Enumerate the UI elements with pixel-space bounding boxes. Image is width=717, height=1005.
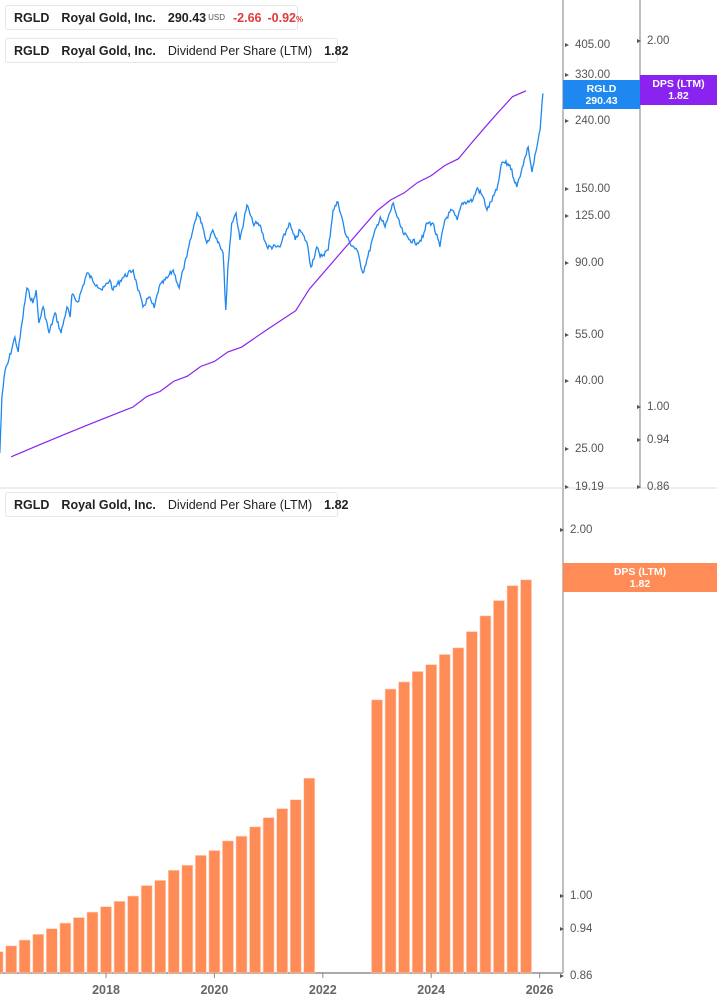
dps-bar (249, 826, 261, 974)
dps-bar (452, 647, 465, 974)
dps-tick-label: 2.00 (637, 35, 669, 47)
legend-ticker: RGLD (14, 10, 50, 25)
tag-value: 1.82 (629, 577, 651, 590)
legend-metric: Dividend Per Share (LTM) (167, 43, 313, 58)
price-tick-label: 19.19 (565, 481, 604, 493)
price-last-value-tag: RGLD 290.43 (563, 80, 640, 109)
dps-bar (195, 855, 207, 974)
price-tick-label: 405.00 (565, 39, 610, 51)
legend-company: Royal Gold, Inc. (61, 43, 156, 58)
dps-bar (100, 906, 112, 974)
x-tick-label: 2018 (92, 983, 120, 997)
dps-bar (222, 840, 234, 974)
dps-bar (276, 808, 288, 974)
dps-bar (32, 934, 45, 974)
dps-bar (0, 951, 4, 974)
x-tick-label: 2026 (525, 983, 554, 997)
price-tick-label: 150.00 (565, 183, 610, 195)
dps-bar (5, 945, 17, 974)
dps-bar (438, 654, 451, 974)
dps-bar (18, 939, 31, 974)
tag-label: DPS (LTM) (613, 565, 667, 578)
dps-bar (398, 681, 410, 974)
legend-dps-bottom[interactable]: RGLD Royal Gold, Inc. Dividend Per Share… (5, 492, 349, 517)
dps-bar-tick-label: 1.00 (560, 890, 592, 902)
legend-dps-value: 1.82 (324, 43, 349, 58)
price-tick-label: 40.00 (565, 375, 604, 387)
dps-bar (208, 850, 221, 974)
price-tick-label: 125.00 (565, 210, 610, 222)
dps-bar (493, 600, 505, 974)
dps-bar (466, 631, 478, 974)
tag-value: 290.43 (585, 94, 618, 107)
tag-value: 1.82 (668, 90, 689, 102)
legend-change-pct: -0.92% (268, 11, 304, 25)
dps-last-value-tag: DPS (LTM) 1.82 (640, 75, 717, 105)
legend-company: Royal Gold, Inc. (61, 497, 156, 512)
dps-bar (181, 864, 194, 974)
dps-bar-tick-label: 0.94 (560, 923, 592, 935)
price-tick-label: 90.00 (565, 257, 604, 269)
dps-tick-label: 0.86 (637, 481, 669, 493)
dps-bar-tick-label: 2.00 (560, 524, 592, 536)
pct-sign: % (296, 14, 304, 24)
tag-label: RGLD (586, 82, 617, 95)
dps-bar (506, 585, 519, 974)
dps-bar (154, 880, 166, 974)
dps-bar (262, 817, 275, 974)
dps-bar (59, 922, 72, 974)
x-tick-label: 2022 (308, 983, 337, 997)
legend-dps-value: 1.82 (324, 497, 349, 512)
legend-currency: USD (208, 13, 226, 22)
dps-bar (303, 777, 316, 974)
x-tick-label: 2020 (200, 983, 229, 997)
price-tick-label: 240.00 (565, 115, 610, 127)
dps-bar (235, 835, 248, 974)
dps-tick-label: 0.94 (637, 434, 669, 446)
dps-bar (127, 895, 139, 974)
dps-bar (113, 901, 126, 974)
dps-bar (289, 799, 302, 974)
price-tick-label: 25.00 (565, 443, 604, 455)
dps-bar (371, 699, 383, 974)
dps-bar (73, 917, 85, 974)
x-tick-label: 2024 (417, 983, 446, 997)
dps-bar (425, 664, 438, 974)
dps-bar-tick-label: 0.86 (560, 970, 592, 982)
dps-bar (411, 671, 424, 974)
legend-price-value: 290.43 (167, 10, 207, 25)
legend-dps-top[interactable]: RGLD Royal Gold, Inc. Dividend Per Share… (5, 38, 349, 63)
tag-label: DPS (LTM) (652, 78, 705, 90)
dps-line (10, 90, 527, 458)
legend-price[interactable]: RGLD Royal Gold, Inc. 290.43 USD -2.66 -… (5, 5, 303, 30)
dps-bar (140, 885, 153, 974)
legend-company: Royal Gold, Inc. (61, 10, 156, 25)
dps-tick-label: 1.00 (637, 401, 669, 413)
dps-bar (45, 928, 58, 974)
price-tick-label: 330.00 (565, 69, 610, 81)
dps-bar (167, 869, 180, 974)
dps-bar-last-value-tag: DPS (LTM) 1.82 (563, 563, 717, 592)
legend-ticker: RGLD (14, 497, 50, 512)
legend-change: -2.66 (233, 10, 262, 25)
dps-bar (384, 688, 397, 974)
change-pct-value: -0.92 (267, 10, 297, 25)
dps-bar (479, 615, 492, 974)
dps-bar (520, 579, 532, 974)
price-line (0, 93, 544, 454)
legend-metric: Dividend Per Share (LTM) (167, 497, 313, 512)
price-tick-label: 55.00 (565, 329, 604, 341)
dps-bar (86, 911, 99, 974)
legend-ticker: RGLD (14, 43, 50, 58)
